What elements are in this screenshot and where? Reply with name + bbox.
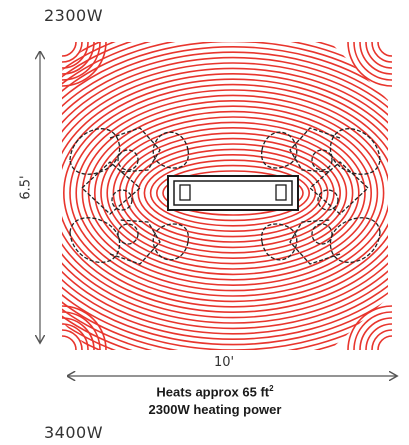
heat-ring <box>125 137 341 249</box>
height-dimension-label: 6.5' <box>18 175 34 200</box>
seated-people-icon-left <box>69 127 161 265</box>
heat-ring <box>62 51 388 335</box>
heat-ring <box>106 121 360 265</box>
seated-people-icon-inner-left <box>152 131 190 261</box>
corner-heat-arc <box>359 41 393 75</box>
heat-ring <box>62 78 388 308</box>
corner-heat-rings <box>61 41 393 351</box>
heater-unit-icon <box>167 175 299 211</box>
corner-heat-arc <box>353 41 393 81</box>
heat-ring <box>118 132 348 254</box>
corner-heat-arc <box>359 317 393 351</box>
seated-people-icon-right <box>260 127 381 265</box>
heat-rings <box>62 42 388 350</box>
corner-heat-arc <box>61 311 101 351</box>
corner-heat-arc <box>61 41 95 75</box>
corner-heat-arc <box>365 41 393 69</box>
coverage-caption-superscript: 2 <box>269 384 274 393</box>
heat-ring <box>75 94 388 292</box>
corner-heat-arc <box>371 329 393 351</box>
corner-heat-arc <box>365 323 393 351</box>
corner-heat-arc <box>377 41 393 57</box>
corner-heat-arc <box>347 41 393 87</box>
heat-ring <box>131 143 335 243</box>
heat-ring <box>62 67 388 319</box>
corner-heat-arc <box>347 305 393 351</box>
corner-heat-arc <box>61 41 107 87</box>
power-caption: 2300W heating power <box>148 402 282 417</box>
bottom-wattage-label: 3400W <box>44 423 104 442</box>
heat-ring <box>100 116 366 270</box>
heat-ring <box>62 73 388 313</box>
heat-ring <box>62 46 388 340</box>
heat-ring <box>62 42 388 346</box>
heat-ring <box>162 170 304 216</box>
heat-ring <box>81 100 385 286</box>
width-dimension-label: 10' <box>214 355 235 370</box>
heat-ring <box>112 127 354 259</box>
heat-ring <box>63 83 388 303</box>
heat-ring <box>94 110 372 276</box>
corner-heat-arc <box>377 335 393 351</box>
corner-heat-arc <box>61 329 83 351</box>
coverage-caption: Heats approx 65 ft2 <box>120 384 310 399</box>
heat-ring <box>69 89 388 297</box>
corner-heat-arc <box>61 41 83 63</box>
corner-heat-arc <box>61 335 77 351</box>
corner-heat-arc <box>61 305 107 351</box>
corner-heat-arc <box>371 41 393 63</box>
corner-heat-arc <box>61 41 101 81</box>
corner-heat-arc <box>61 317 95 351</box>
corner-heat-arc <box>61 41 89 69</box>
heat-ring <box>156 164 310 222</box>
coverage-caption-text: Heats approx 65 ft <box>156 384 270 400</box>
heat-ring <box>62 62 388 324</box>
corner-heat-arc <box>353 311 393 351</box>
corner-heat-arc <box>61 41 77 57</box>
top-wattage-label: 2300W <box>44 6 104 25</box>
heat-ring <box>87 105 379 281</box>
heat-ring <box>62 56 388 330</box>
corner-heat-arc <box>61 323 89 351</box>
heat-ring <box>137 148 329 238</box>
